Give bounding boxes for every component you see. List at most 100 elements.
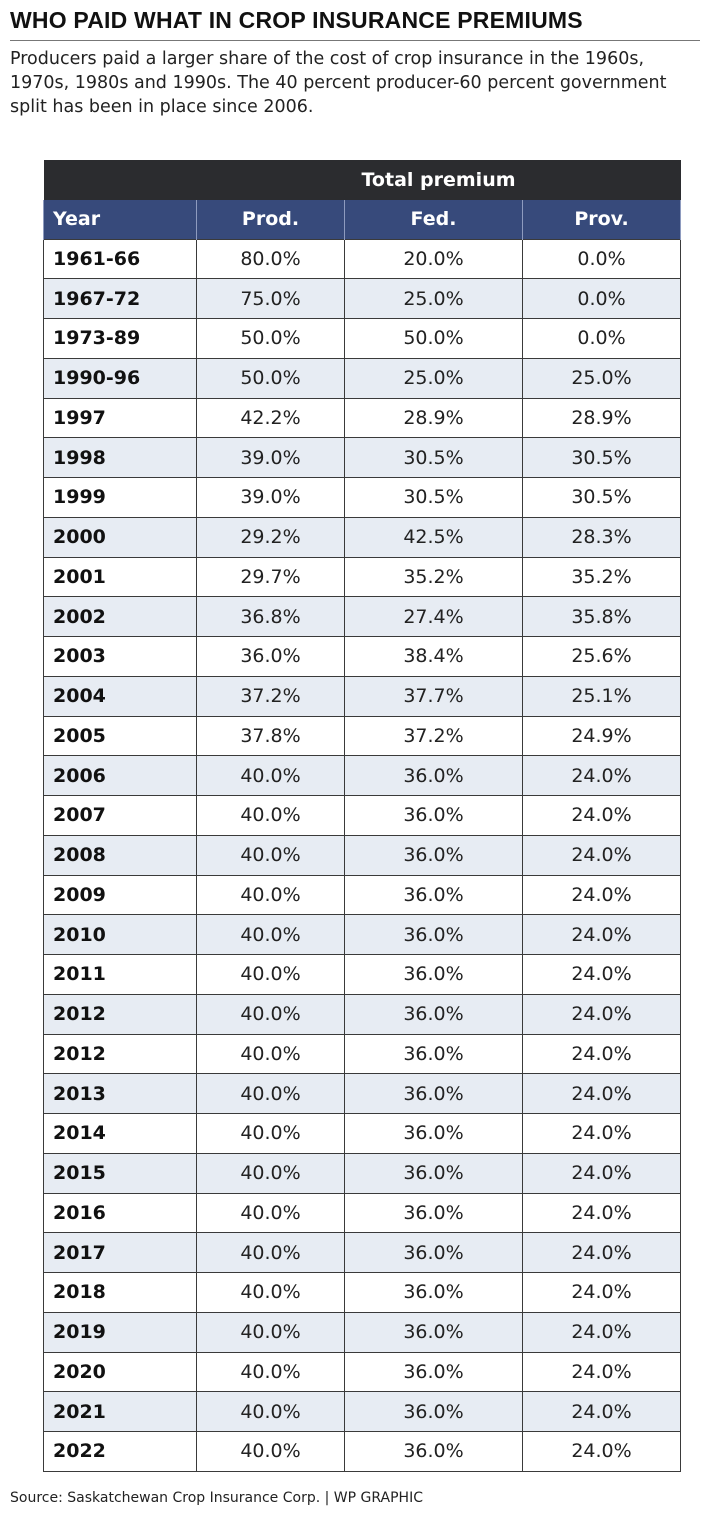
year-cell: 2000 <box>43 516 197 558</box>
fed-cell: 36.0% <box>344 1311 523 1353</box>
fed-cell: 36.0% <box>344 1073 523 1114</box>
prod-cell: 75.0% <box>196 278 345 319</box>
table-row: 2017 40.0% 36.0% 24.0% <box>43 1232 682 1273</box>
prov-cell: 25.0% <box>521 357 682 399</box>
table-row: 2019 40.0% 36.0% 24.0% <box>43 1311 682 1353</box>
year-cell: 2012 <box>43 993 197 1035</box>
prov-cell: 24.9% <box>521 715 682 757</box>
prod-cell: 39.0% <box>196 477 345 518</box>
prod-cell: 40.0% <box>196 1033 345 1075</box>
prod-cell: 40.0% <box>196 795 345 836</box>
prod-cell: 40.0% <box>196 1152 345 1194</box>
fed-cell: 25.0% <box>344 357 523 399</box>
prov-cell: 35.2% <box>521 556 682 598</box>
prod-cell: 40.0% <box>196 834 345 876</box>
prod-cell: 40.0% <box>196 1232 345 1273</box>
table-row: 1998 39.0% 30.5% 30.5% <box>43 437 682 478</box>
year-spacer-header <box>43 160 197 200</box>
prov-cell: 24.0% <box>521 1152 682 1194</box>
prod-cell: 29.2% <box>196 516 345 558</box>
fed-cell: 36.0% <box>344 1232 523 1273</box>
table-row: 2004 37.2% 37.7% 25.1% <box>43 675 682 717</box>
year-cell: 2019 <box>43 1311 197 1353</box>
super-header-row: Total premium <box>43 160 681 200</box>
table-row: 2014 40.0% 36.0% 24.0% <box>43 1113 682 1154</box>
prov-cell: 30.5% <box>521 437 682 478</box>
year-cell: 2005 <box>43 715 197 757</box>
column-header-row: Year Prod. Fed. Prov. <box>43 200 682 239</box>
table-row: 1961-66 80.0% 20.0% 0.0% <box>43 238 682 280</box>
year-cell: 1997 <box>43 397 197 439</box>
prov-cell: 25.6% <box>521 636 682 677</box>
page-subtitle: Producers paid a larger share of the cos… <box>10 49 667 117</box>
fed-cell: 36.0% <box>344 1272 523 1313</box>
prod-cell: 40.0% <box>196 1272 345 1313</box>
table-row: 2015 40.0% 36.0% 24.0% <box>43 1152 682 1194</box>
column-header-fed: Fed. <box>344 200 523 239</box>
fed-cell: 42.5% <box>344 516 523 558</box>
prov-cell: 24.0% <box>521 755 682 796</box>
prov-cell: 28.3% <box>521 516 682 558</box>
year-cell: 1999 <box>43 477 197 518</box>
fed-cell: 37.2% <box>344 715 523 757</box>
table-row: 2000 29.2% 42.5% 28.3% <box>43 516 682 558</box>
prov-cell: 0.0% <box>521 278 682 319</box>
page-title: WHO PAID WHAT IN CROP INSURANCE PREMIUMS <box>10 7 583 33</box>
column-header-year: Year <box>43 200 197 239</box>
prod-cell: 36.0% <box>196 636 345 677</box>
year-cell: 2006 <box>43 755 197 796</box>
prod-cell: 40.0% <box>196 1192 345 1234</box>
table-row: 2002 36.8% 27.4% 35.8% <box>43 596 682 637</box>
prov-cell: 35.8% <box>521 596 682 637</box>
year-cell: 2004 <box>43 675 197 717</box>
source-credit: Source: Saskatchewan Crop Insurance Corp… <box>10 1490 423 1506</box>
prod-cell: 40.0% <box>196 1431 345 1472</box>
table-row: 2009 40.0% 36.0% 24.0% <box>43 874 682 916</box>
year-cell: 2013 <box>43 1073 197 1114</box>
prod-cell: 40.0% <box>196 755 345 796</box>
prov-cell: 24.0% <box>521 1272 682 1313</box>
prov-cell: 24.0% <box>521 954 682 995</box>
prov-cell: 24.0% <box>521 874 682 916</box>
prod-cell: 40.0% <box>196 1113 345 1154</box>
fed-cell: 36.0% <box>344 993 523 1035</box>
column-header-prod: Prod. <box>196 200 345 239</box>
year-cell: 2003 <box>43 636 197 677</box>
fed-cell: 36.0% <box>344 1033 523 1075</box>
year-cell: 2016 <box>43 1192 197 1234</box>
prod-cell: 40.0% <box>196 914 345 955</box>
year-cell: 2014 <box>43 1113 197 1154</box>
table-row: 2012 40.0% 36.0% 24.0% <box>43 993 682 1035</box>
title-divider <box>10 40 700 41</box>
fed-cell: 37.7% <box>344 675 523 717</box>
fed-cell: 36.0% <box>344 755 523 796</box>
year-cell: 2022 <box>43 1431 197 1472</box>
prov-cell: 24.0% <box>521 1311 682 1353</box>
table-row: 2020 40.0% 36.0% 24.0% <box>43 1351 682 1393</box>
fed-cell: 36.0% <box>344 795 523 836</box>
prov-cell: 24.0% <box>521 1192 682 1234</box>
prov-cell: 24.0% <box>521 795 682 836</box>
year-cell: 2008 <box>43 834 197 876</box>
table-row: 2007 40.0% 36.0% 24.0% <box>43 795 682 836</box>
prov-cell: 0.0% <box>521 238 682 280</box>
year-cell: 2017 <box>43 1232 197 1273</box>
table-row: 2005 37.8% 37.2% 24.9% <box>43 715 682 757</box>
table-row: 2012 40.0% 36.0% 24.0% <box>43 1033 682 1075</box>
table-row: 1967-72 75.0% 25.0% 0.0% <box>43 278 682 319</box>
year-cell: 2001 <box>43 556 197 598</box>
fed-cell: 36.0% <box>344 1113 523 1154</box>
fed-cell: 36.0% <box>344 834 523 876</box>
prod-cell: 40.0% <box>196 874 345 916</box>
prod-cell: 40.0% <box>196 1391 345 1432</box>
table-row: 1999 39.0% 30.5% 30.5% <box>43 477 682 518</box>
total-premium-header: Total premium <box>196 160 681 200</box>
fed-cell: 36.0% <box>344 914 523 955</box>
prod-cell: 40.0% <box>196 1073 345 1114</box>
table-row: 2003 36.0% 38.4% 25.6% <box>43 636 682 677</box>
table-row: 2006 40.0% 36.0% 24.0% <box>43 755 682 796</box>
prod-cell: 37.2% <box>196 675 345 717</box>
year-cell: 1998 <box>43 437 197 478</box>
fed-cell: 30.5% <box>344 477 523 518</box>
prod-cell: 50.0% <box>196 357 345 399</box>
